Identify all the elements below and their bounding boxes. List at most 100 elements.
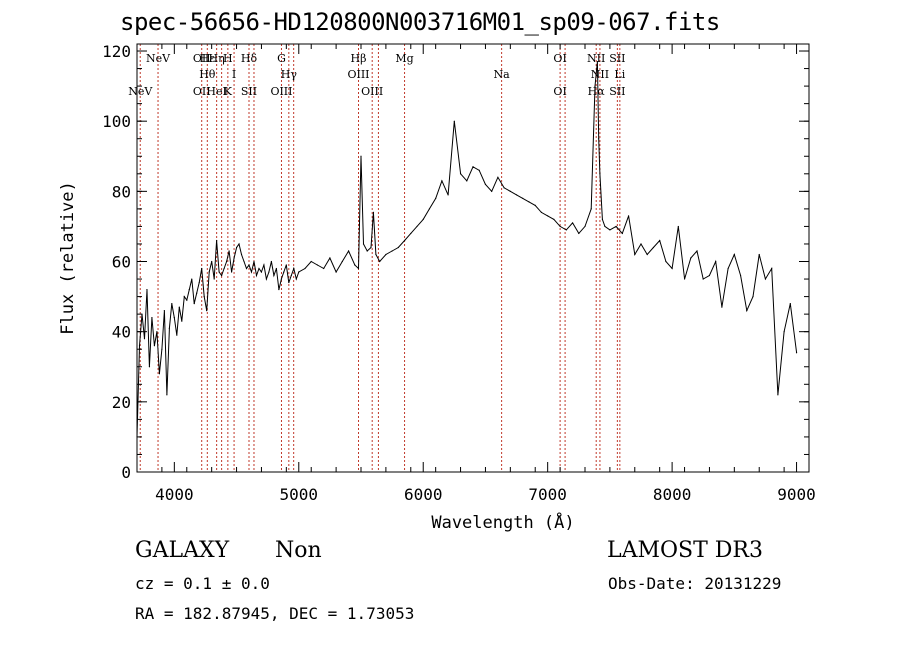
line-label-bottom: Hθ: [199, 68, 216, 81]
data-point: [598, 138, 600, 140]
x-tick-label: 5000: [280, 485, 319, 504]
data-point: [397, 246, 399, 249]
line-label-bottom: Na: [494, 68, 511, 81]
data-point: [403, 239, 406, 242]
data-point: [708, 274, 711, 277]
data-point: [245, 267, 248, 270]
data-point: [596, 60, 599, 63]
x-tick-label: 9000: [777, 485, 816, 504]
data-point: [188, 288, 190, 291]
data-point: [362, 243, 365, 245]
data-point: [156, 331, 158, 333]
y-tick-label: 0: [121, 463, 131, 482]
data-point: [243, 260, 245, 263]
data-point: [138, 345, 141, 347]
data-point: [206, 310, 208, 312]
data-point: [590, 208, 592, 210]
x-axis-label: Wavelength (Å): [431, 511, 574, 533]
data-point: [559, 225, 561, 228]
data-point: [515, 194, 518, 196]
data-point: [186, 299, 188, 301]
y-tick-label: 120: [102, 42, 131, 61]
data-point: [634, 253, 636, 256]
data-point: [547, 215, 549, 217]
data-point: [285, 264, 287, 266]
data-point: [171, 303, 173, 305]
line-label-bottom: NII: [591, 68, 609, 81]
data-point: [497, 176, 499, 178]
data-point: [183, 295, 185, 298]
data-point: [646, 253, 648, 256]
data-point: [484, 183, 487, 185]
line-label-top: NII: [587, 52, 605, 65]
data-point: [295, 278, 297, 280]
data-point: [248, 264, 250, 266]
data-point: [233, 257, 235, 259]
line-label-top: Mg: [395, 52, 413, 65]
y-axis-label: Flux (relative): [58, 181, 78, 335]
line-label-bottom: SII: [609, 85, 625, 98]
data-point: [783, 331, 785, 333]
data-point: [253, 260, 255, 263]
data-point: [752, 295, 754, 298]
data-point: [764, 278, 767, 280]
data-point: [478, 169, 480, 171]
y-tick-label: 80: [112, 182, 131, 201]
line-label-top: OI: [553, 52, 566, 65]
data-point: [771, 267, 773, 270]
data-point: [509, 190, 511, 192]
data-point: [275, 267, 277, 270]
data-point: [727, 267, 729, 270]
data-point: [671, 267, 673, 270]
line-label-top: OII: [193, 52, 211, 65]
data-point: [263, 264, 265, 266]
line-label-bottom: OII: [193, 85, 211, 98]
data-point: [178, 306, 180, 308]
data-point: [522, 197, 524, 199]
data-point: [163, 310, 165, 312]
line-label-bottom: Li: [614, 68, 625, 81]
data-point: [191, 278, 193, 280]
data-point: [228, 250, 230, 252]
data-point: [293, 267, 295, 270]
data-point: [316, 264, 319, 266]
data-point: [627, 215, 630, 217]
data-point: [601, 218, 604, 221]
obs-date-text: Obs-Date: 20131229: [608, 574, 782, 593]
line-label-bottom: OIII: [270, 85, 292, 98]
data-point: [584, 225, 586, 228]
line-label-top: SII: [609, 52, 625, 65]
data-point: [571, 222, 574, 224]
data-point: [146, 288, 148, 291]
data-point: [385, 253, 387, 256]
data-point: [181, 320, 183, 322]
class-label: GALAXY: [135, 538, 230, 563]
data-point: [278, 288, 280, 291]
data-point: [347, 250, 350, 252]
line-label-bottom: I: [232, 68, 236, 81]
data-point: [721, 306, 723, 308]
y-tick-label: 20: [112, 393, 131, 412]
line-label-bottom: Hα: [588, 85, 606, 98]
data-point: [298, 271, 300, 273]
data-point: [640, 243, 642, 245]
data-point: [168, 327, 170, 329]
data-point: [370, 246, 372, 249]
data-point: [746, 310, 748, 312]
data-point: [534, 204, 536, 206]
data-point: [428, 208, 431, 210]
line-label-bottom: OI: [553, 85, 566, 98]
data-point: [503, 187, 505, 189]
line-label-top: Hβ: [351, 52, 367, 65]
line-label-bottom: OIII: [361, 85, 383, 98]
data-point: [599, 173, 601, 175]
x-tick-label: 8000: [653, 485, 692, 504]
data-point: [372, 211, 375, 213]
data-point: [795, 352, 798, 354]
data-point: [161, 348, 163, 350]
data-point: [166, 394, 168, 396]
data-point: [201, 267, 203, 270]
data-point: [375, 253, 377, 256]
data-point: [196, 292, 198, 294]
